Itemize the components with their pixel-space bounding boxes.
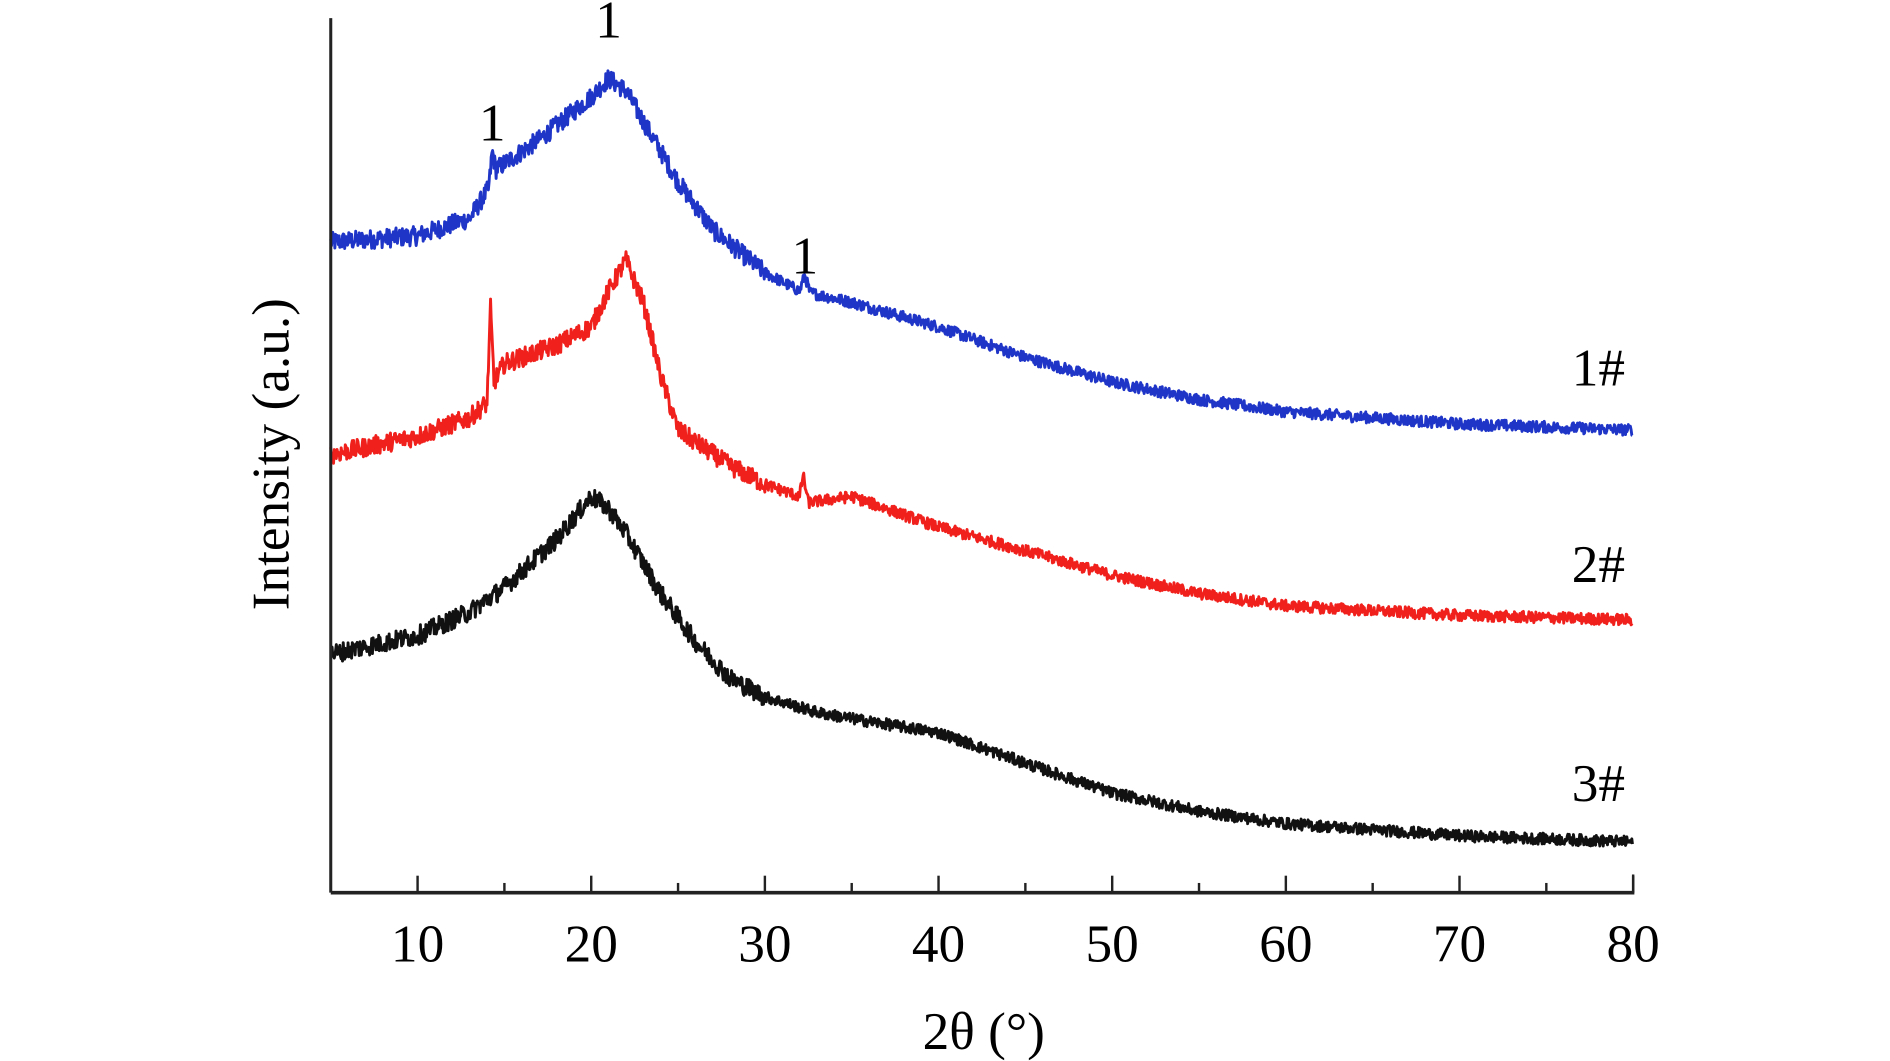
peak-annotation: 1: [595, 0, 622, 49]
x-tick-label: 50: [1086, 915, 1139, 974]
x-tick-label: 30: [738, 915, 791, 974]
series-label-3: 3#: [1572, 754, 1625, 813]
peak-annotations: 1 1 1: [479, 0, 818, 286]
x-tick-label: 60: [1259, 915, 1312, 974]
x-axis-title: 2θ (°): [923, 1002, 1045, 1061]
series-label-1: 1#: [1572, 338, 1625, 397]
peak-annotation: 1: [792, 227, 819, 286]
x-ticks: [416, 875, 1635, 893]
series-line-1: [329, 69, 1634, 437]
curves: [329, 69, 1634, 848]
series-line-3: [329, 488, 1634, 848]
y-axis-title: Intensity (a.u.): [241, 298, 300, 610]
series-labels: 1# 2# 3#: [1572, 338, 1625, 812]
x-tick-label: 20: [565, 915, 618, 974]
x-tick-label: 40: [912, 915, 965, 974]
x-tick-labels: 10 20 30 40 50 60 70 80: [391, 915, 1660, 974]
x-tick-label: 70: [1433, 915, 1486, 974]
x-tick-label: 80: [1607, 915, 1660, 974]
series-label-2: 2#: [1572, 535, 1625, 594]
peak-annotation: 1: [479, 94, 506, 153]
x-tick-label: 10: [391, 915, 444, 974]
series-line-2: [329, 250, 1634, 627]
